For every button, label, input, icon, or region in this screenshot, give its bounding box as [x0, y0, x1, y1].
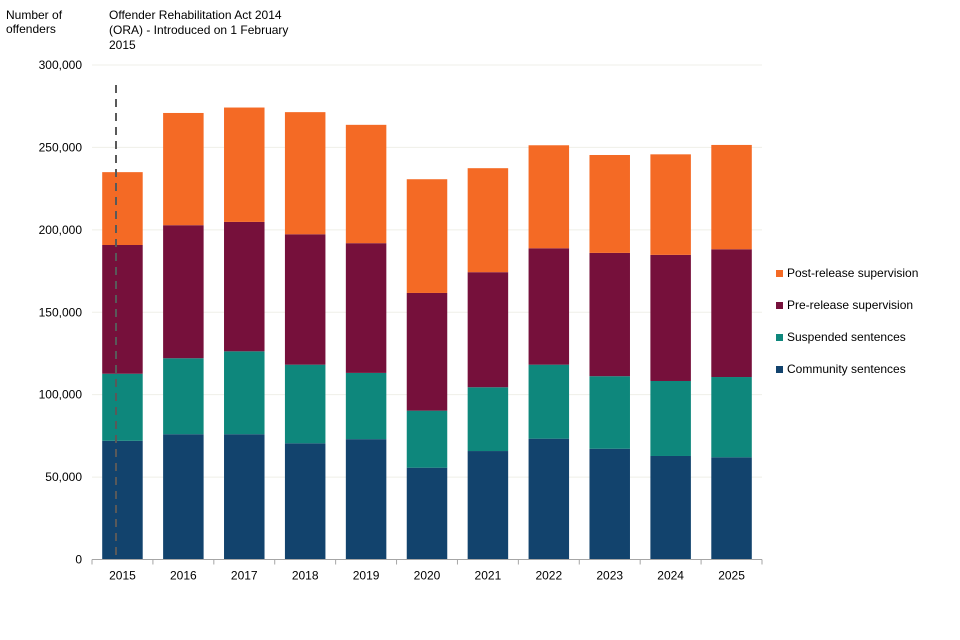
ora-annotation: Offender Rehabilitation Act 2014 (ORA) -…: [109, 8, 309, 53]
legend-label: Community sentences: [787, 362, 906, 376]
annotation-line-2: (ORA) - Introduced on 1 February: [109, 23, 289, 37]
bar-segment-suspended-sentences: [163, 358, 204, 435]
bar-segment-suspended-sentences: [284, 364, 326, 444]
bar-segment-suspended-sentences: [589, 376, 630, 449]
bar-segment-pre-release-supervision: [224, 221, 265, 352]
bar-segment-post-release-supervision: [528, 145, 570, 249]
y-tick-label: 100,000: [39, 388, 83, 402]
legend-swatch: [776, 269, 783, 277]
legend-item-pre-release-supervision: Pre-release supervision: [776, 297, 918, 313]
bar-segment-post-release-supervision: [102, 172, 143, 245]
legend-swatch: [776, 365, 783, 373]
x-tick-label: 2017: [231, 569, 258, 583]
bars: [102, 107, 752, 560]
bar-segment-community-sentences: [406, 467, 448, 560]
x-tick-label: 2015: [109, 569, 136, 583]
bar-segment-post-release-supervision: [345, 124, 387, 244]
bar-segment-post-release-supervision: [711, 144, 752, 250]
y-axis-title-line-2: offenders: [6, 22, 56, 36]
bar-segment-pre-release-supervision: [528, 248, 570, 365]
bar-segment-community-sentences: [467, 451, 509, 560]
bar-segment-community-sentences: [589, 448, 630, 560]
legend-item-post-release-supervision: Post-release supervision: [776, 265, 918, 281]
legend-item-community-sentences: Community sentences: [776, 361, 918, 377]
x-tick-label: 2021: [475, 569, 502, 583]
legend-label: Pre-release supervision: [787, 298, 914, 312]
y-tick-label: 300,000: [39, 58, 83, 72]
y-axis-title: Number of offenders: [6, 8, 86, 36]
bar-segment-pre-release-supervision: [284, 234, 326, 365]
legend-label: Suspended sentences: [787, 330, 906, 344]
bar-segment-suspended-sentences: [467, 387, 509, 452]
bar-segment-post-release-supervision: [467, 168, 509, 273]
legend: Post-release supervision Pre-release supe…: [776, 265, 918, 393]
bar-segment-pre-release-supervision: [345, 243, 387, 373]
bar-segment-community-sentences: [528, 438, 570, 560]
y-tick-label: 250,000: [39, 140, 83, 154]
y-tick-label: 50,000: [45, 470, 82, 484]
legend-label: Post-release supervision: [787, 266, 919, 280]
y-axis-ticks: 0 50,000 100,000 150,000 200,000 250,000 300,0…: [39, 58, 83, 567]
x-axis: 2015 2016 2017 2018 2019 2020 2021 2022 2023 2024…: [91, 559, 763, 583]
bar-segment-community-sentences: [102, 440, 143, 560]
x-tick-label: 2019: [353, 569, 380, 583]
y-tick-label: 150,000: [39, 305, 83, 319]
bar-segment-post-release-supervision: [406, 179, 448, 293]
bar-segment-post-release-supervision: [163, 112, 204, 226]
x-tick-label: 2020: [414, 569, 441, 583]
legend-swatch: [776, 301, 783, 309]
bar-segment-suspended-sentences: [406, 410, 448, 468]
y-axis-title-line-1: Number of: [6, 8, 63, 22]
bar-segment-pre-release-supervision: [163, 225, 204, 359]
bar-segment-community-sentences: [650, 455, 691, 560]
legend-swatch: [776, 333, 783, 341]
bar-segment-post-release-supervision: [224, 107, 265, 222]
bar-segment-post-release-supervision: [284, 112, 326, 235]
x-tick-label: 2016: [170, 569, 197, 583]
y-tick-label: 200,000: [39, 223, 83, 237]
x-tick-label: 2022: [535, 569, 562, 583]
x-tick-label: 2018: [292, 569, 319, 583]
bar-segment-suspended-sentences: [102, 373, 143, 441]
bar-segment-post-release-supervision: [650, 154, 691, 255]
annotation-line-3: 2015: [109, 38, 136, 52]
bar-segment-suspended-sentences: [650, 380, 691, 456]
bar-segment-suspended-sentences: [528, 364, 570, 439]
bar-segment-pre-release-supervision: [589, 252, 630, 377]
bar-segment-suspended-sentences: [345, 372, 387, 440]
bar-segment-post-release-supervision: [589, 154, 630, 253]
bar-segment-community-sentences: [345, 439, 387, 560]
bar-segment-community-sentences: [284, 443, 326, 560]
annotation-line-1: Offender Rehabilitation Act 2014: [109, 8, 282, 22]
y-tick-label: 0: [75, 553, 82, 567]
bar-segment-pre-release-supervision: [711, 249, 752, 378]
bar-segment-suspended-sentences: [224, 351, 265, 435]
x-tick-label: 2023: [596, 569, 623, 583]
bar-segment-pre-release-supervision: [406, 292, 448, 411]
bar-segment-pre-release-supervision: [650, 254, 691, 381]
x-tick-label: 2024: [657, 569, 684, 583]
legend-item-suspended-sentences: Suspended sentences: [776, 329, 918, 345]
bar-segment-pre-release-supervision: [467, 272, 509, 388]
x-tick-label: 2025: [718, 569, 745, 583]
bar-segment-community-sentences: [163, 434, 204, 560]
bar-segment-community-sentences: [711, 457, 752, 560]
bar-segment-community-sentences: [224, 434, 265, 560]
bar-segment-pre-release-supervision: [102, 244, 143, 374]
bar-segment-suspended-sentences: [711, 377, 752, 458]
